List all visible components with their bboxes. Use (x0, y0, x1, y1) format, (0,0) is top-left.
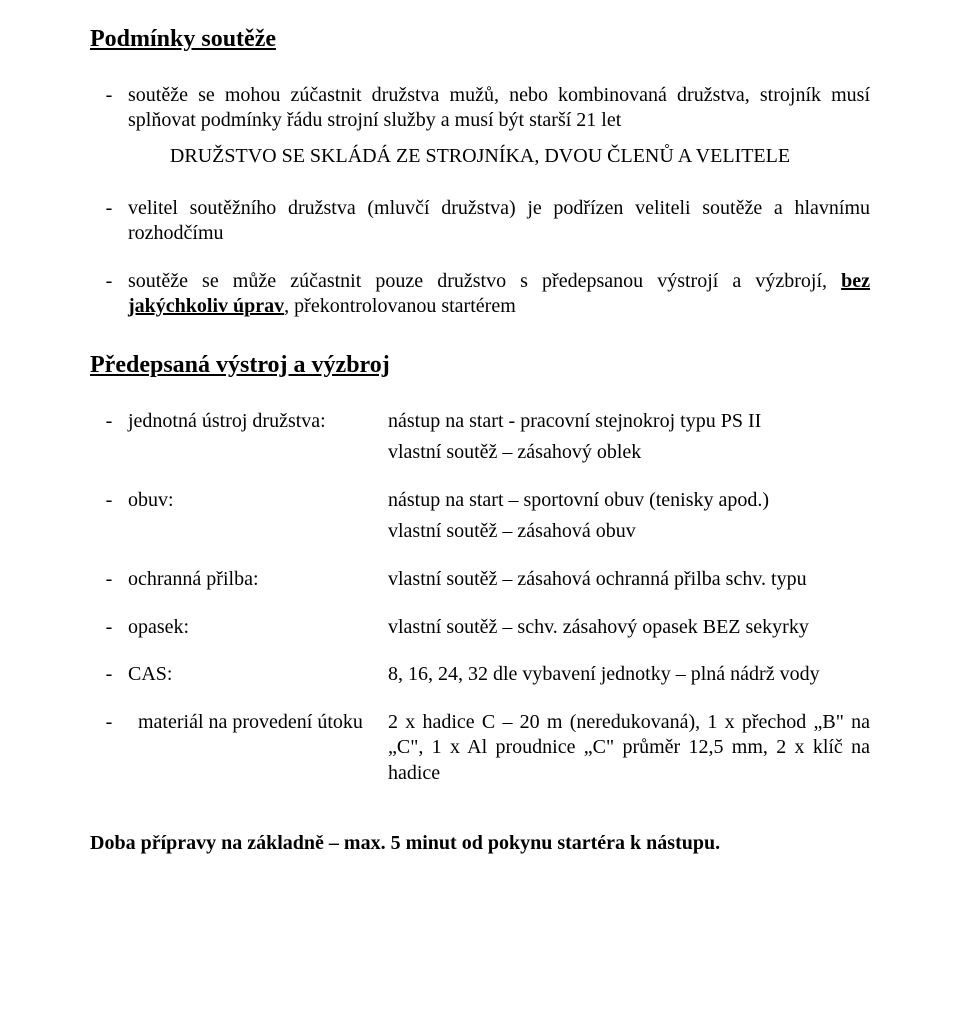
equipment-label: opasek: (128, 615, 388, 641)
bullet-item: - velitel soutěžního družstva (mluvčí dr… (90, 196, 870, 247)
bullet-item: - soutěže se může zúčastnit pouze družst… (90, 269, 870, 320)
equipment-value: vlastní soutěž – zásahová obuv (388, 519, 870, 545)
equipment-label: jednotná ústroj družstva: (128, 409, 388, 435)
bullet-dash: - (90, 615, 128, 641)
spacer (128, 440, 388, 466)
spacer (90, 440, 128, 466)
bullet-text: soutěže se mohou zúčastnit družstva mužů… (128, 83, 870, 134)
equipment-item: - materiál na provedení útoku 2 x hadice… (90, 710, 870, 787)
equipment-value: vlastní soutěž – zásahová ochranná přilb… (388, 567, 870, 593)
equipment-item: - opasek: vlastní soutěž – schv. zásahov… (90, 615, 870, 641)
bullet-text-part: soutěže se může zúčastnit pouze družstvo… (128, 270, 841, 292)
bullet-dash: - (90, 83, 128, 134)
equipment-item: - ochranná přilba: vlastní soutěž – zása… (90, 567, 870, 593)
equipment-item: - obuv: nástup na start – sportovní obuv… (90, 488, 870, 545)
equipment-value: nástup na start - pracovní stejnokroj ty… (388, 409, 870, 435)
footer-note: Doba přípravy na základně – max. 5 minut… (90, 831, 870, 857)
equipment-item: - jednotná ústroj družstva: nástup na st… (90, 409, 870, 466)
equipment-value: 2 x hadice C – 20 m (neredukovaná), 1 x … (388, 710, 870, 787)
spacer (128, 519, 388, 545)
bullet-dash: - (90, 710, 128, 787)
bullet-text: soutěže se může zúčastnit pouze družstvo… (128, 269, 870, 320)
equipment-value: vlastní soutěž – schv. zásahový opasek B… (388, 615, 870, 641)
equipment-label: obuv: (128, 488, 388, 514)
equipment-label: materiál na provedení útoku (128, 710, 388, 787)
bullet-dash: - (90, 196, 128, 247)
bullet-text-part: , překontrolovanou startérem (284, 295, 516, 317)
bullet-item: - soutěže se mohou zúčastnit družstva mu… (90, 83, 870, 170)
equipment-label: CAS: (128, 662, 388, 688)
bullet-dash: - (90, 662, 128, 688)
bullet-text: velitel soutěžního družstva (mluvčí druž… (128, 196, 870, 247)
bullet-dash: - (90, 488, 128, 514)
heading-equipment: Předepsaná výstroj a výzbroj (90, 350, 870, 381)
spacer (90, 519, 128, 545)
team-composition-line: DRUŽSTVO SE SKLÁDÁ ZE STROJNÍKA, DVOU ČL… (90, 144, 870, 170)
equipment-value: vlastní soutěž – zásahový oblek (388, 440, 870, 466)
bullet-dash: - (90, 567, 128, 593)
equipment-value: nástup na start – sportovní obuv (tenisk… (388, 488, 870, 514)
equipment-value: 8, 16, 24, 32 dle vybavení jednotky – pl… (388, 662, 870, 688)
equipment-label-text: materiál na provedení útoku (138, 711, 363, 733)
document-page: Podmínky soutěže - soutěže se mohou zúča… (0, 0, 960, 1033)
bullet-dash: - (90, 409, 128, 435)
bullet-dash: - (90, 269, 128, 320)
heading-conditions: Podmínky soutěže (90, 24, 870, 55)
equipment-label: ochranná přilba: (128, 567, 388, 593)
equipment-item: - CAS: 8, 16, 24, 32 dle vybavení jednot… (90, 662, 870, 688)
